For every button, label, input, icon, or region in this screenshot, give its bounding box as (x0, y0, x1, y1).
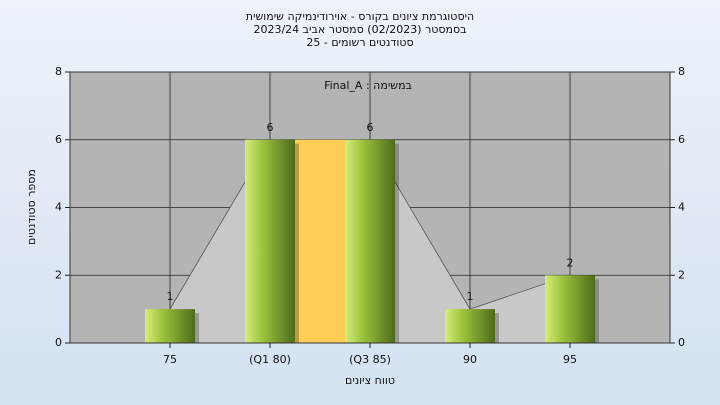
quartile-band (295, 139, 345, 343)
bar (245, 139, 295, 343)
y2-tick-label: 0 (678, 336, 685, 349)
data-label: 6 (267, 121, 274, 134)
data-label: 1 (167, 290, 174, 303)
chart-subtitle: סטודנטים רשומים - 25 (306, 36, 413, 49)
x-tick-label: (Q1 80) (249, 353, 291, 366)
x-tick-label: (Q3 85) (349, 353, 391, 366)
x-tick-label: 90 (463, 353, 477, 366)
y-tick-label: 0 (55, 336, 62, 349)
bar (545, 275, 595, 343)
bar (445, 309, 495, 343)
chart-title: היסטוגרמת ציונים בקורס - אוירודינמיקה שי… (246, 10, 474, 23)
y-tick-label: 6 (55, 133, 62, 146)
y2-tick-label: 8 (678, 65, 685, 78)
data-label: 1 (467, 290, 474, 303)
data-label: 6 (367, 121, 374, 134)
y-tick-label: 2 (55, 268, 62, 281)
y2-tick-label: 2 (678, 268, 685, 281)
y-axis-label: מספר סטודנטים (25, 169, 38, 245)
bar (345, 139, 395, 343)
y2-tick-label: 4 (678, 201, 685, 214)
chart-subtitle: בסמסטר (02/2023) סמסטר אביב 2023/24 (253, 23, 466, 36)
x-tick-label: 95 (563, 353, 577, 366)
bar (145, 309, 195, 343)
plot-border (69, 71, 671, 344)
annotation: Final_A : במשימה (324, 79, 412, 92)
y-tick-label: 4 (55, 201, 62, 214)
x-tick-label: 75 (163, 353, 177, 366)
x-axis-label: טווח ציונים (345, 374, 395, 387)
y-tick-label: 8 (55, 65, 62, 78)
y2-tick-label: 6 (678, 133, 685, 146)
data-label: 2 (567, 256, 574, 269)
